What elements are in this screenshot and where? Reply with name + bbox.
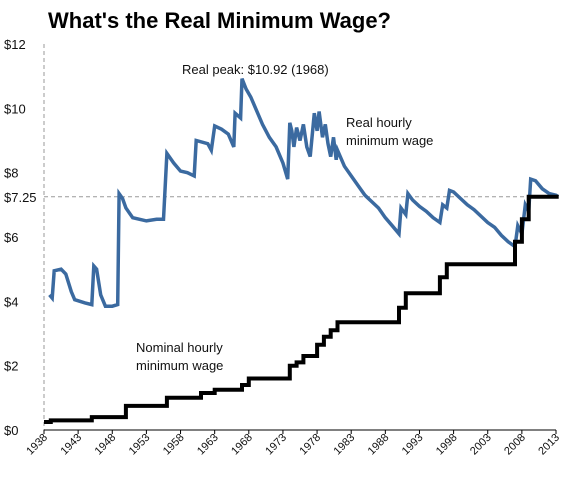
x-tick-label: 1973 xyxy=(263,432,289,458)
nominal-wage-series-line xyxy=(44,194,559,424)
y-tick-label: $12 xyxy=(4,37,26,52)
real-wage-label-line1: Real hourly xyxy=(346,115,412,130)
x-tick-label: 1988 xyxy=(366,432,392,458)
chart-title: What's the Real Minimum Wage? xyxy=(48,8,391,33)
x-tick-label: 2003 xyxy=(468,432,494,458)
real-wage-series-line xyxy=(48,78,560,308)
y-tick-label: $4 xyxy=(4,294,18,309)
x-tick-label: 1958 xyxy=(161,432,187,458)
y-tick-label: $6 xyxy=(4,230,18,245)
x-tick-label: 1978 xyxy=(297,432,323,458)
x-tick-label: 1938 xyxy=(24,432,50,458)
y-tick-label: $2 xyxy=(4,359,18,374)
y-tick-label: $10 xyxy=(4,101,26,116)
y-tick-label: $0 xyxy=(4,423,18,438)
peak-annotation: Real peak: $10.92 (1968) xyxy=(182,62,329,77)
x-tick-label: 1983 xyxy=(332,432,358,458)
x-tick-label: 1993 xyxy=(400,432,426,458)
y-tick-label: $8 xyxy=(4,166,18,181)
series-layer xyxy=(44,78,560,424)
x-tick-label: 2008 xyxy=(502,432,528,458)
x-tick-label: 1948 xyxy=(93,432,119,458)
reference-label: $7.25 xyxy=(4,190,37,205)
x-tick-label: 1953 xyxy=(127,432,153,458)
x-tick-label: 1963 xyxy=(195,432,221,458)
x-tick-label: 2013 xyxy=(536,432,562,458)
x-tick-label: 1943 xyxy=(58,432,84,458)
real-wage-label-line2: minimum wage xyxy=(346,133,433,148)
nominal-wage-label-line1: Nominal hourly xyxy=(136,340,223,355)
reference-layer: $7.25 xyxy=(4,190,556,205)
nominal-wage-label-line2: minimum wage xyxy=(136,358,223,373)
label-layer: Real peak: $10.92 (1968) Real hourly minim… xyxy=(136,62,433,373)
x-tick-label: 1968 xyxy=(229,432,255,458)
x-tick-label: 1998 xyxy=(434,432,460,458)
axis-layer: $0 $2 $4 $6 $8 $10 $12 1938 1943 1948 1953 1958 1963… xyxy=(4,37,562,457)
